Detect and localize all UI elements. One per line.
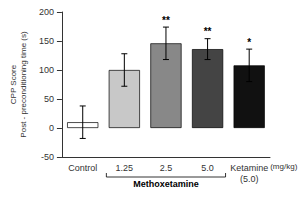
svg-text:Post - preconditioning time (s: Post - preconditioning time (s) bbox=[19, 31, 28, 138]
svg-text:100: 100 bbox=[39, 65, 54, 75]
svg-text:0: 0 bbox=[49, 123, 54, 133]
svg-text:(mg/kg): (mg/kg) bbox=[270, 162, 297, 171]
svg-text:CPP Score: CPP Score bbox=[9, 64, 18, 104]
svg-text:1.25: 1.25 bbox=[116, 163, 134, 173]
svg-text:-50: -50 bbox=[41, 152, 54, 162]
svg-text:200: 200 bbox=[39, 7, 54, 17]
svg-text:**: ** bbox=[162, 15, 170, 26]
svg-text:150: 150 bbox=[39, 36, 54, 46]
svg-text:(5.0): (5.0) bbox=[240, 174, 259, 184]
svg-text:Methoxetamine: Methoxetamine bbox=[133, 179, 199, 189]
svg-text:5.0: 5.0 bbox=[201, 163, 214, 173]
svg-text:**: ** bbox=[204, 26, 212, 37]
svg-text:Ketamine: Ketamine bbox=[230, 163, 268, 173]
svg-text:*: * bbox=[247, 37, 251, 48]
svg-text:50: 50 bbox=[44, 94, 54, 104]
svg-text:2.5: 2.5 bbox=[160, 163, 173, 173]
svg-text:Control: Control bbox=[68, 163, 97, 173]
